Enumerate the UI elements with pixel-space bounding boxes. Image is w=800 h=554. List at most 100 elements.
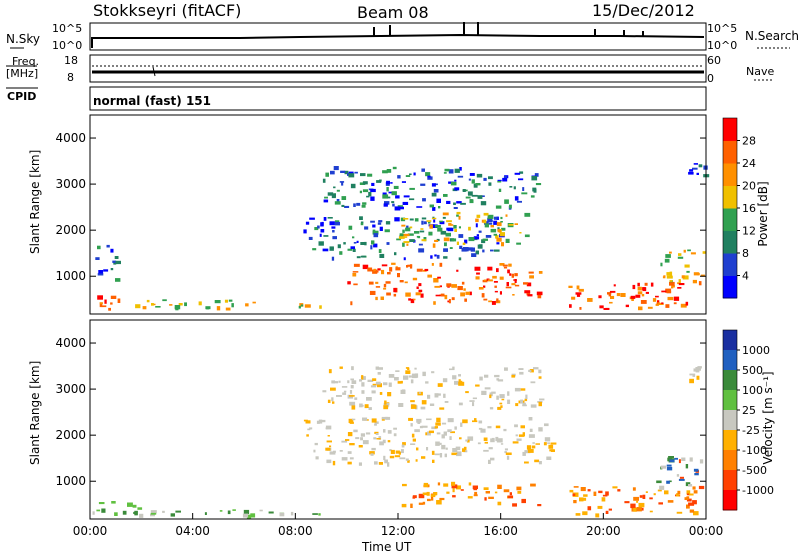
power-cell [352,271,359,273]
velocity-cell [633,507,637,512]
power-cell [498,188,502,192]
velocity-cell [431,497,434,501]
power-cell [353,203,356,207]
power-cell [323,199,329,203]
velocity-cell [432,459,435,463]
power-cell [373,243,378,248]
power-cell [395,267,401,271]
velocity-cell [597,505,603,509]
velocity-cell [454,426,457,430]
velocity-cell [111,501,116,504]
velocity-cell [472,420,478,423]
power-cell [505,238,510,243]
power-cell [471,194,478,197]
power-cell [677,287,682,289]
velocity-cell [362,440,369,445]
velocity-cell [374,461,378,465]
velocity-cell [688,502,695,506]
power-cell [405,227,411,232]
power-cell [530,195,535,198]
velocity-cell [450,431,455,434]
velocity-cell [303,419,308,422]
power-cell [576,285,580,290]
velocity-cell [478,420,483,424]
colorbar-segment [723,230,737,254]
power-cell [382,192,387,195]
x-axis-title: Time UT [362,540,412,554]
velocity-cell [569,489,574,493]
power-cell [698,281,702,286]
power-cell [431,183,436,187]
power-cell [607,292,612,295]
power-cell [392,203,395,207]
velocity-cell [485,491,490,494]
power-cell [231,303,234,308]
velocity-cell [686,504,690,509]
power-cell [334,201,341,205]
power-cell [458,257,462,261]
velocity-cell [697,366,702,369]
velocity-cell [465,391,469,394]
power-cell [669,251,672,254]
velocity-cell [354,397,358,400]
power-cell [413,172,416,176]
velocity-cell [379,441,384,446]
velocity-cell [676,511,683,514]
velocity-cell [435,441,440,446]
power-cell [409,198,415,201]
power-cell [252,301,256,304]
velocity-cell [679,476,684,479]
power-cell [155,306,161,308]
velocity-cell [398,403,404,407]
power-cell [475,218,479,223]
velocity-cell [489,394,492,399]
velocity-cell [408,417,413,421]
velocity-cell [373,437,377,440]
power-cell [494,290,498,293]
power-cell [420,183,426,186]
velocity-cell [426,491,430,496]
power-cell [511,283,516,286]
velocity-cell [491,391,496,394]
power-cell [421,168,425,172]
velocity-cell [660,465,667,469]
power-cell [333,166,339,171]
power-cell [393,287,397,293]
power-cell [610,295,615,299]
velocity-cell [477,442,481,445]
velocity-cell [466,439,470,443]
power-cell [451,284,457,288]
nsearch-tick-bottom: 10^0 [707,39,738,52]
velocity-cell [642,494,646,499]
velocity-cell [418,502,424,505]
velocity-cell [459,437,462,440]
velocity-cell [342,392,347,395]
power-cell [433,189,439,193]
power-cell [353,242,357,244]
velocity-cell [410,379,414,384]
velocity-cell [649,510,653,513]
power-cell [436,198,441,203]
velocity-cell [669,459,675,463]
power-cell [473,183,478,188]
velocity-cell [522,451,526,456]
power-cell [514,284,520,287]
power-cell [664,258,670,263]
colorbar-tick-label: 8 [742,247,749,260]
velocity-cell [657,489,662,492]
power-cell [655,303,659,306]
power-cell [321,221,324,226]
velocity-cell [474,491,478,496]
velocity-cell [530,483,536,487]
power-cell [457,175,464,178]
power-cell [514,279,517,283]
velocity-cell [515,434,518,437]
x-tick-label: 04:00 [175,524,210,538]
power-cell [379,253,385,258]
power-cell [468,178,471,181]
velocity-cell [676,474,680,477]
power-cell [476,173,483,178]
power-cell [532,187,537,192]
power-cell [518,178,524,181]
velocity-cell [387,430,392,434]
